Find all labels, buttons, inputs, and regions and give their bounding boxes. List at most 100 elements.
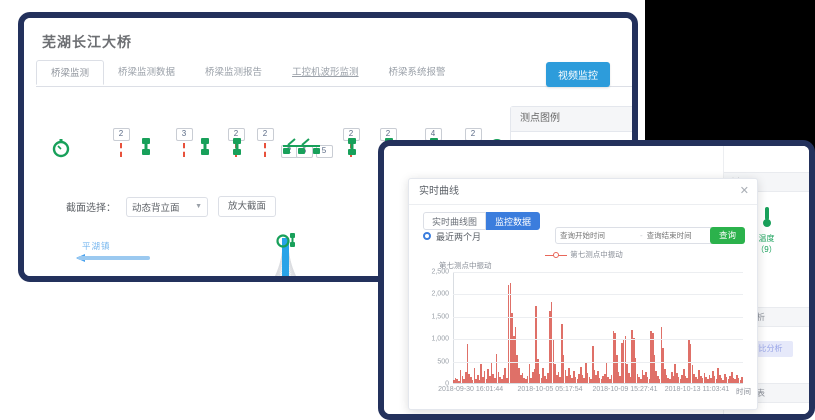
modal-tab-1[interactable]: 监控数据 (486, 212, 541, 230)
sensor-item-4[interactable] (194, 138, 216, 158)
chart-bar (736, 374, 738, 383)
chart-bar (545, 378, 548, 383)
chart-bar (741, 376, 743, 383)
chart-bar (633, 337, 635, 383)
temperature-sensor-entry[interactable]: 温度 （9） (724, 192, 809, 255)
chart-bar (638, 377, 640, 383)
modal-header: 实时曲线 ✕ (409, 179, 757, 205)
chart-bar (652, 332, 654, 383)
end-time-input[interactable] (642, 231, 727, 240)
sensor-connector (183, 143, 185, 157)
sensor-item-12[interactable] (341, 138, 363, 158)
chart-bar (710, 377, 712, 383)
grid-line (453, 339, 743, 341)
chart-bar (612, 331, 615, 383)
date-range-picker[interactable]: - (555, 227, 727, 244)
x-tick-label: 2018-10-13 11:03:41 (664, 386, 730, 393)
chart-bar (537, 358, 539, 383)
chart-bar (456, 379, 458, 383)
chart-bar (604, 373, 606, 383)
strain-sensor-icon (226, 138, 248, 158)
sensor-badge-17[interactable]: 2 (462, 127, 484, 158)
modal-tab-0[interactable]: 实时曲线图 (423, 212, 487, 230)
chart-bar (643, 375, 646, 383)
chart-bar (531, 371, 534, 383)
sensor-badge-5[interactable]: 2 (225, 127, 247, 158)
sensor-item-2[interactable] (135, 138, 157, 158)
chart-bar (676, 372, 678, 383)
tab-1[interactable]: 桥梁监测数据 (118, 67, 176, 78)
gauge-sensor-icon (50, 138, 72, 158)
y-tick-label: 1,500 (431, 313, 449, 321)
chart-bars (453, 272, 743, 383)
chart-bar (518, 367, 520, 383)
chart-bar (718, 374, 721, 383)
query-button[interactable]: 查询 (709, 227, 745, 244)
sensor-badge-3[interactable]: 3 (173, 127, 195, 158)
tab-bar: 桥梁监测 桥梁监测数据 桥梁监测报告 工控机波形监测 桥梁系统报警 (36, 60, 632, 87)
section-selector-row: 截面选择： 动态背立面 ▼ 放大截面 (66, 196, 277, 217)
chart-bar (579, 366, 582, 383)
chart-bar (549, 310, 551, 383)
strain-sensor-icon (194, 138, 216, 158)
x-tick-label: 2018-10-09 15:27:41 (592, 386, 658, 393)
chart-legend[interactable]: 第七测点中振动 (421, 249, 747, 259)
sensor-badge-1[interactable]: 2 (110, 127, 132, 158)
chart-bar (648, 378, 651, 383)
page-title: 芜湖长江大桥 (42, 34, 132, 50)
close-icon[interactable]: ✕ (739, 185, 749, 197)
chart-bar (547, 373, 549, 383)
chart-bar (674, 364, 676, 383)
chart-bar (641, 369, 644, 383)
chart-bar (564, 370, 567, 383)
truss-sensor-group[interactable] (278, 138, 326, 158)
chart-bar (528, 364, 531, 383)
chart-bar (629, 376, 632, 383)
tab-3[interactable]: 工控机波形监测 (292, 67, 359, 78)
y-tick-label: 2,500 (431, 268, 449, 276)
pylon-sensor-icon[interactable] (276, 232, 302, 253)
chart-bar (713, 376, 716, 383)
chart-y-title: 第七测点中振动 (439, 261, 492, 270)
chart-bar (466, 343, 469, 383)
chart-bar (689, 343, 692, 383)
chart-bar (730, 372, 733, 383)
strain-sensor-icon (341, 138, 363, 158)
chart-bar (473, 368, 476, 383)
chart-bar (521, 372, 524, 383)
chart-y-axis: 0 500 1,000 1,500 2,000 2,500 (421, 268, 453, 388)
tab-0[interactable]: 桥梁监测 (36, 60, 105, 85)
sensor-item-0[interactable] (50, 138, 72, 158)
chart-bar (657, 376, 659, 383)
chart-bar (555, 374, 558, 383)
sensor-badge-7[interactable]: 2 (254, 127, 276, 158)
chart-grid (453, 272, 743, 384)
chart-bar (585, 361, 587, 383)
sensor-count-badge: 2 (256, 128, 274, 141)
start-time-input[interactable] (556, 231, 640, 240)
chart-bar (523, 378, 525, 383)
tab-4[interactable]: 桥梁系统报警 (388, 67, 446, 78)
chart-bar (739, 379, 742, 383)
chart-bar (645, 372, 647, 383)
chart-bar (530, 377, 532, 383)
zoom-section-button[interactable]: 放大截面 (218, 196, 277, 217)
chart-bar (583, 377, 585, 383)
recent-two-months-radio[interactable] (423, 232, 431, 240)
video-monitor-button[interactable]: 视频监控 (546, 62, 610, 87)
tab-2[interactable]: 桥梁监测报告 (205, 67, 263, 78)
temperature-sensor-icon (760, 207, 774, 231)
chart-bar (660, 326, 663, 383)
section-select[interactable]: 动态背立面 ▼ (126, 196, 208, 217)
chart-bar (509, 283, 512, 383)
chart-bar (602, 376, 604, 383)
sensor-count-badge: 2 (464, 128, 482, 141)
recent-two-months-label: 最近两个月 (436, 231, 482, 242)
chart-bar (543, 375, 546, 383)
chart-bar (658, 378, 661, 383)
section-select-label: 截面选择： (66, 203, 116, 214)
chart-bar (640, 378, 642, 383)
chart-bar (664, 368, 666, 383)
sensor-item-6[interactable] (226, 138, 248, 158)
